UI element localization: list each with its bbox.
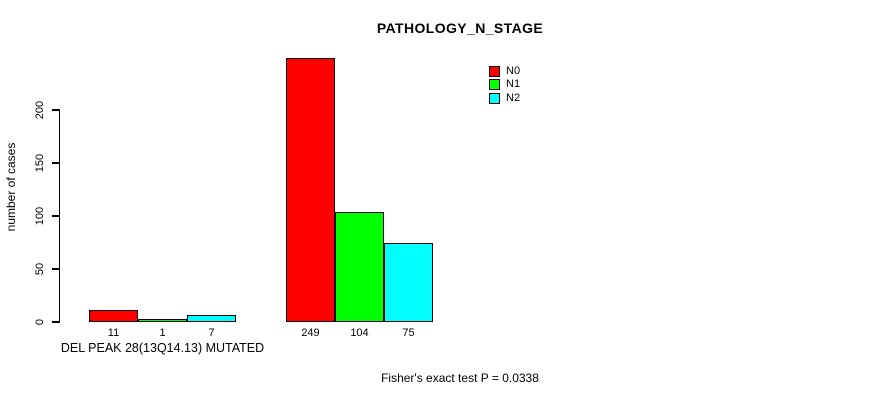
bar-value-label: 249: [301, 327, 320, 339]
y-axis-tick-label: 200: [34, 100, 46, 120]
y-axis-tick: [51, 109, 59, 111]
y-axis-tick-label: 50: [34, 262, 46, 276]
bar-value-label: 7: [208, 327, 215, 339]
y-axis-tick: [51, 162, 59, 164]
bar-value-label: 11: [107, 327, 120, 339]
chart-title: PATHOLOGY_N_STAGE: [376, 20, 544, 36]
legend: N0 N1 N2: [489, 66, 520, 106]
bar-n2: [187, 314, 236, 322]
footnote: Fisher's exact test P = 0.0338: [381, 371, 539, 385]
legend-label: N2: [506, 91, 521, 104]
legend-swatch-icon: [489, 92, 500, 104]
y-axis-line: [58, 109, 60, 323]
legend-swatch-icon: [489, 66, 500, 77]
legend-row: N1: [489, 78, 521, 91]
legend-label: N1: [506, 78, 521, 91]
y-axis-tick: [51, 268, 59, 270]
y-axis-tick-label: 0: [34, 318, 46, 326]
bar-n0: [89, 310, 138, 322]
y-axis-tick: [51, 321, 59, 323]
y-axis-tick-label: 100: [34, 206, 46, 226]
y-axis-tick: [51, 215, 59, 217]
legend-row: N0: [489, 66, 520, 77]
legend-swatch-icon: [489, 79, 500, 91]
group-axis-label: DEL PEAK 28(13Q14.13) MUTATED: [60, 341, 265, 355]
legend-label: N0: [506, 65, 521, 77]
y-axis-tick-label: 150: [34, 153, 46, 173]
bar-value-label: 75: [402, 327, 415, 339]
legend-row: N2: [489, 91, 521, 104]
bar-n2: [384, 242, 433, 322]
bar-n1: [335, 211, 384, 322]
bar-n1: [138, 319, 187, 322]
y-axis-label: number of cases: [4, 142, 18, 232]
bar-value-label: 104: [350, 327, 369, 339]
bar-n0: [286, 58, 335, 322]
bar-value-label: 1: [159, 327, 166, 339]
